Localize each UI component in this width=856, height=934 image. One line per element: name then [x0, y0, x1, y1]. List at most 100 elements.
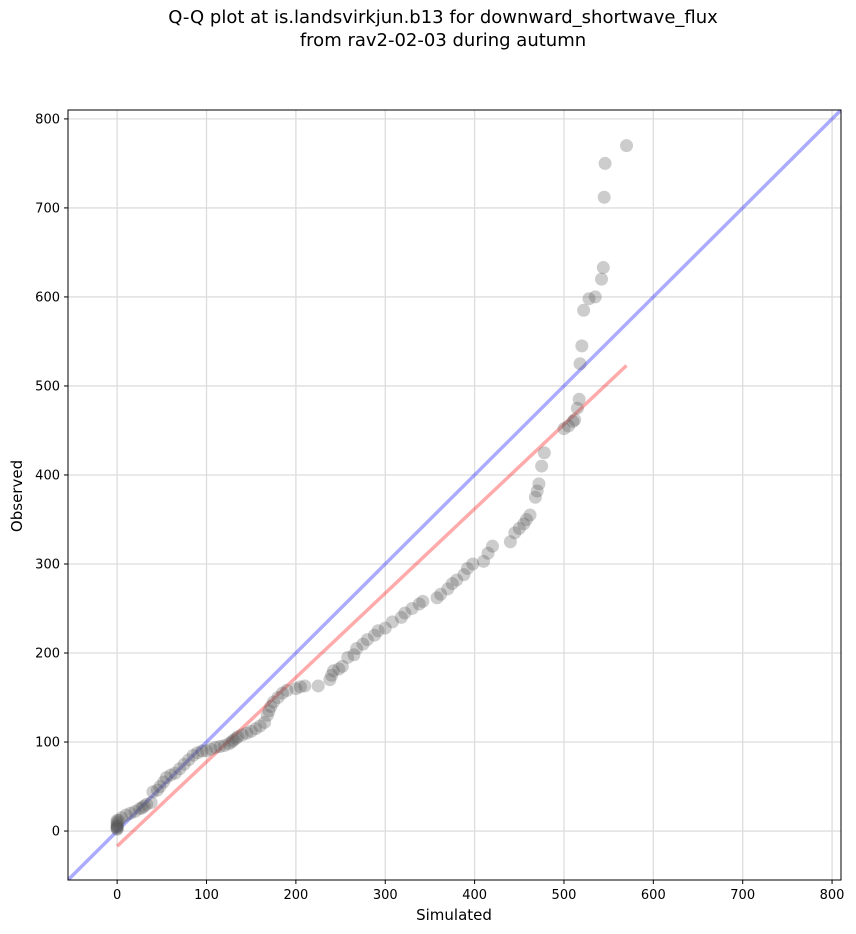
- data-point: [572, 392, 586, 406]
- chart-title-line-2: from rav2-02-03 during autumn: [299, 30, 587, 51]
- data-point: [289, 682, 303, 696]
- data-point: [110, 820, 124, 834]
- data-point: [508, 526, 522, 540]
- data-point: [517, 517, 531, 531]
- data-point: [412, 597, 426, 611]
- data-point: [173, 762, 187, 776]
- data-point: [503, 535, 517, 549]
- data-point: [191, 746, 205, 760]
- data-point: [225, 735, 239, 749]
- data-point: [128, 804, 142, 818]
- data-point: [405, 601, 419, 615]
- data-point: [394, 610, 408, 624]
- data-point: [325, 668, 339, 682]
- x-tick-label: 100: [194, 888, 219, 903]
- data-point: [350, 642, 364, 656]
- data-point: [110, 820, 124, 834]
- data-point: [356, 637, 370, 651]
- data-point: [200, 744, 214, 758]
- data-point: [570, 401, 584, 415]
- data-point: [441, 582, 455, 596]
- data-point: [244, 724, 258, 738]
- data-point: [159, 771, 173, 785]
- data-point: [341, 650, 355, 664]
- x-axis-label: Simulated: [416, 906, 492, 924]
- y-tick-label: 0: [52, 825, 60, 840]
- data-point: [457, 568, 471, 582]
- x-tick-label: 700: [730, 888, 755, 903]
- data-point: [485, 539, 499, 553]
- data-point: [530, 484, 544, 498]
- data-point: [186, 748, 200, 762]
- data-point: [335, 659, 349, 673]
- data-point: [577, 303, 591, 317]
- data-point: [153, 780, 167, 794]
- data-point: [235, 728, 249, 742]
- y-tick-label: 600: [35, 290, 60, 305]
- x-tick-label: 0: [113, 888, 121, 903]
- data-point: [110, 821, 124, 835]
- data-point: [347, 648, 361, 662]
- y-tick-label: 700: [35, 201, 60, 216]
- data-point: [124, 806, 138, 820]
- data-point: [258, 715, 272, 729]
- data-point: [110, 817, 124, 831]
- data-point: [460, 561, 474, 575]
- data-points: [110, 139, 634, 836]
- reference-lines: [68, 110, 841, 880]
- y-tick-label: 200: [35, 647, 60, 662]
- one-to-one-line: [68, 110, 841, 880]
- y-axis-label: Observed: [8, 460, 26, 532]
- data-point: [588, 290, 602, 304]
- data-point: [450, 573, 464, 587]
- data-point: [416, 594, 430, 608]
- data-point: [596, 261, 610, 275]
- data-point: [195, 744, 209, 758]
- data-point: [132, 802, 146, 816]
- data-point: [466, 557, 480, 571]
- y-tick-label: 800: [35, 112, 60, 127]
- data-point: [519, 512, 533, 526]
- data-point: [264, 699, 278, 713]
- chart-title-line-1: Q-Q plot at is.landsvirkjun.b13 for down…: [168, 7, 718, 28]
- data-point: [434, 587, 448, 601]
- data-point: [430, 591, 444, 605]
- data-point: [477, 554, 491, 568]
- data-point: [398, 606, 412, 620]
- data-point: [512, 521, 526, 535]
- data-point: [532, 477, 546, 491]
- data-point: [575, 339, 589, 353]
- data-point: [598, 156, 612, 170]
- x-tick-label: 800: [820, 888, 845, 903]
- y-axis-ticks: 0 100 200 300 400 500 600 700 800: [35, 112, 68, 840]
- data-point: [537, 446, 551, 460]
- data-point: [582, 292, 596, 306]
- chart-title: Q-Q plot at is.landsvirkjun.b13 for down…: [0, 6, 856, 52]
- x-tick-label: 300: [373, 888, 398, 903]
- data-point: [267, 695, 281, 709]
- x-tick-label: 400: [462, 888, 487, 903]
- data-point: [597, 190, 611, 204]
- data-point: [144, 796, 158, 810]
- plot-frame: [67, 109, 842, 881]
- data-point: [112, 813, 126, 827]
- data-point: [360, 633, 374, 647]
- x-tick-label: 600: [641, 888, 666, 903]
- data-point: [119, 808, 133, 822]
- data-point: [182, 753, 196, 767]
- data-point: [208, 740, 222, 754]
- data-point: [253, 719, 267, 733]
- x-tick-label: 500: [552, 888, 577, 903]
- data-point: [326, 664, 340, 678]
- data-point: [275, 686, 289, 700]
- data-point: [146, 785, 160, 799]
- data-point: [217, 739, 231, 753]
- data-point: [213, 739, 227, 753]
- x-axis-ticks: 0 100 200 300 400 500 600 700 800: [113, 880, 844, 903]
- data-point: [135, 801, 149, 815]
- data-point: [240, 726, 254, 740]
- data-point: [620, 139, 634, 153]
- data-point: [523, 508, 537, 522]
- data-point: [260, 708, 274, 722]
